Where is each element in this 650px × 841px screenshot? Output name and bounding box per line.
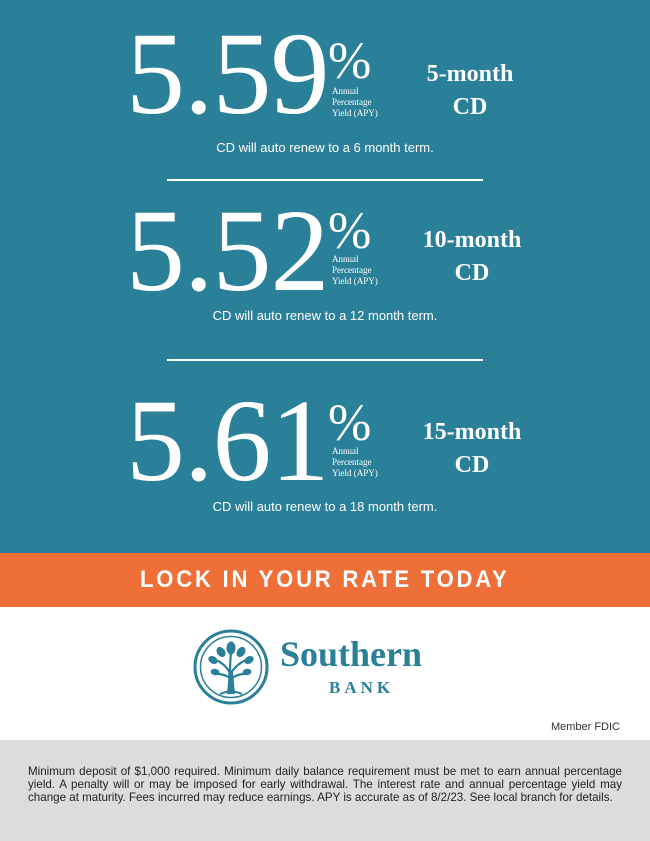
apy-caption: Annual Percentage Yield (APY) xyxy=(332,86,378,118)
rate-value: 5.52 xyxy=(126,185,329,316)
apy-caption: Annual Percentage Yield (APY) xyxy=(332,446,378,478)
percent-sign: % xyxy=(328,395,372,452)
disclaimer-panel: Minimum deposit of $1,000 required. Mini… xyxy=(0,740,650,841)
tree-emblem-icon xyxy=(193,629,269,705)
member-fdic-label: Member FDIC xyxy=(550,721,620,733)
rates-panel: 5.59 % Annual Percentage Yield (APY) 5-m… xyxy=(0,0,650,553)
apy-caption: Annual Percentage Yield (APY) xyxy=(332,254,378,286)
rate-block-10-month: 5.52 % Annual Percentage Yield (APY) 10-… xyxy=(0,180,650,330)
rate-block-5-month: 5.59 % Annual Percentage Yield (APY) 5-m… xyxy=(0,0,650,156)
logo-subname: BANK xyxy=(329,678,395,697)
term-label: 15-month CD xyxy=(422,419,522,478)
rate-value: 5.59 xyxy=(126,8,329,139)
term-label: 10-month CD xyxy=(422,227,522,286)
divider xyxy=(167,359,483,361)
logo-name: Southern xyxy=(280,634,423,674)
rate-value: 5.61 xyxy=(126,375,329,506)
rate-block-15-month: 5.61 % Annual Percentage Yield (APY) 15-… xyxy=(0,372,650,522)
percent-sign: % xyxy=(328,203,372,260)
renewal-note: CD will auto renew to a 6 month term. xyxy=(216,140,434,155)
cta-banner: LOCK IN YOUR RATE TODAY xyxy=(0,553,650,607)
cta-text: LOCK IN YOUR RATE TODAY xyxy=(140,566,510,593)
percent-sign: % xyxy=(328,33,372,90)
southern-bank-logo: Southern BANK xyxy=(192,628,464,708)
renewal-note: CD will auto renew to a 18 month term. xyxy=(212,499,438,514)
divider xyxy=(167,179,483,181)
disclaimer-text: Minimum deposit of $1,000 required. Mini… xyxy=(28,765,622,804)
renewal-note: CD will auto renew to a 12 month term. xyxy=(212,308,438,323)
term-label: 5-month CD xyxy=(426,61,514,120)
